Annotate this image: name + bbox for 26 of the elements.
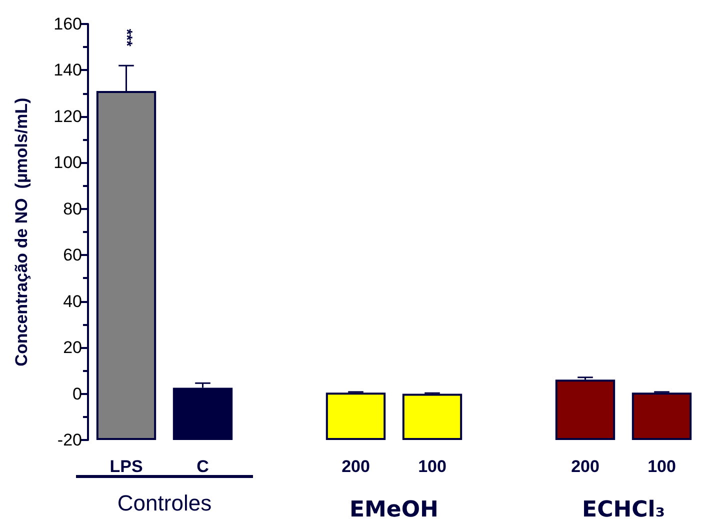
x-tick-label: 100 [648, 457, 676, 476]
x-tick-label: 100 [418, 457, 446, 476]
text: ECHCl₃ [582, 498, 665, 519]
bar [172, 388, 233, 440]
bar [326, 392, 386, 440]
y-tick-label: -20 [57, 430, 82, 450]
y-tick-label: 40 [63, 292, 82, 311]
y-tick-label: 140 [54, 60, 82, 80]
y-tick-label: 160 [54, 14, 82, 34]
x-tick-label: LPS [110, 457, 143, 476]
text: Controles [117, 490, 212, 516]
text: EMeOH [350, 498, 438, 519]
x-tick-label: 200 [342, 457, 370, 476]
bar [402, 394, 462, 440]
y-tick-label: 80 [63, 199, 82, 218]
x-tick-label: 200 [571, 457, 600, 476]
y-tick-label: 0 [72, 384, 82, 404]
x-tick-label: C [196, 457, 209, 476]
y-axis-title: Concentração de NO (µmols/mL) [12, 98, 31, 366]
y-tick-label: 100 [54, 153, 82, 172]
bar [555, 380, 616, 440]
bar [632, 392, 692, 440]
y-tick-label: 20 [63, 338, 82, 358]
y-tick-label: 120 [54, 106, 82, 126]
annotation: *** [118, 28, 135, 47]
y-tick-label: 60 [63, 246, 82, 265]
